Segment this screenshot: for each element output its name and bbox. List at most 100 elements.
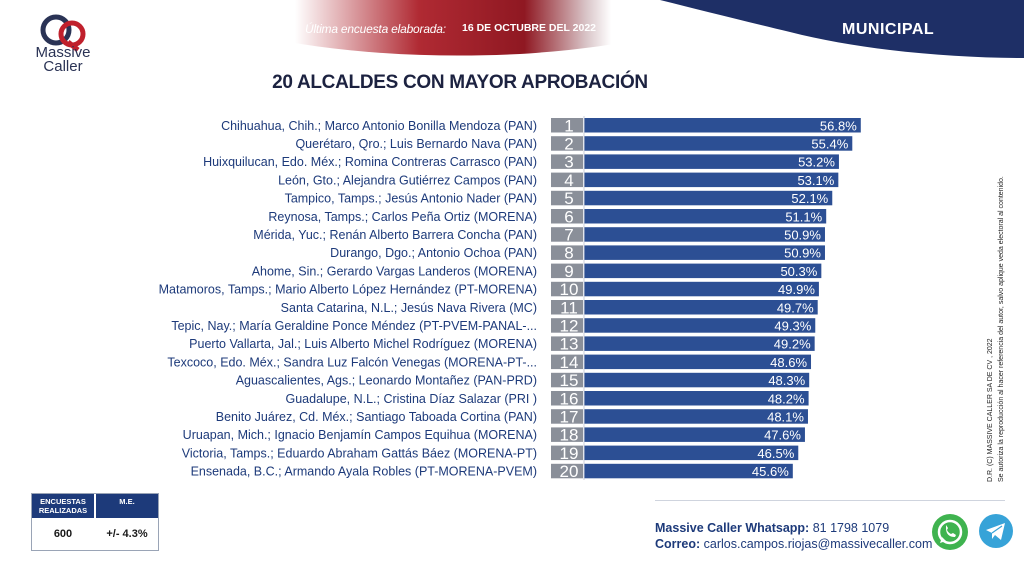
bar: [584, 263, 822, 279]
value-label: 53.1%: [797, 173, 834, 188]
bar: [584, 136, 853, 151]
footer-divider: [655, 500, 1005, 501]
rank-label: 7: [564, 225, 573, 244]
telegram-icon[interactable]: [977, 512, 1015, 550]
bar: [584, 391, 809, 406]
value-label: 48.3%: [768, 373, 805, 388]
value-label: 51.1%: [785, 209, 822, 224]
rank-box: [551, 190, 583, 206]
bar: [584, 154, 839, 169]
approval-bar-chart: Chihuahua, Chih.; Marco Antonio Bonilla …: [159, 116, 861, 481]
bar: [584, 336, 815, 351]
section-label: MUNICIPAL: [842, 21, 935, 38]
bar: [584, 372, 810, 388]
value-label: 53.2%: [798, 155, 835, 170]
rank-label: 13: [560, 335, 579, 354]
rank-box: [551, 463, 583, 479]
whatsapp-number[interactable]: 81 1798 1079: [812, 521, 890, 535]
rank-label: 14: [560, 353, 579, 372]
rank-label: 4: [564, 171, 573, 190]
bar: [584, 118, 861, 133]
value-label: 48.1%: [767, 409, 804, 424]
header-banner: [0, 0, 1024, 66]
category-label: Ensenada, B.C.; Armando Ayala Robles (PT…: [191, 465, 537, 479]
rank-label: 20: [560, 462, 579, 481]
rank-box: [551, 154, 583, 169]
rank-label: 16: [560, 389, 579, 408]
value-label: 47.6%: [764, 428, 801, 443]
email-label: Correo:: [655, 537, 701, 551]
rank-box: [551, 372, 583, 388]
rank-box: [551, 118, 583, 133]
rank-label: 8: [564, 244, 573, 263]
value-label: 48.6%: [770, 355, 807, 370]
rank-label: 10: [560, 280, 579, 299]
rank-box: [551, 245, 583, 260]
category-label: Querétaro, Qro.; Luis Bernardo Nava (PAN…: [295, 137, 537, 151]
category-label: Puerto Vallarta, Jal.; Luis Alberto Mich…: [189, 337, 537, 351]
bar: [584, 409, 808, 424]
value-label: 48.2%: [768, 391, 805, 406]
rank-box: [551, 172, 583, 188]
value-label: 49.3%: [774, 318, 811, 333]
surveys-header: ENCUESTAS REALIZADAS: [32, 494, 94, 518]
bar: [584, 445, 799, 461]
brand-name: Massive Caller: [28, 44, 98, 74]
value-label: 55.4%: [811, 136, 848, 151]
rank-label: 15: [560, 371, 579, 390]
rank-box: [551, 391, 583, 406]
bar: [584, 354, 812, 370]
contact-info: Massive Caller Whatsapp: 81 1798 1079 Co…: [655, 520, 932, 552]
copyright-note: D.R. (C) MASSIVE CALLER SA DE CV , 2022 …: [985, 112, 1009, 482]
category-label: Guadalupe, N.L.; Cristina Díaz Salazar (…: [286, 392, 538, 406]
survey-stats-table: ENCUESTAS REALIZADAS M.E. 600 +/- 4.3%: [31, 493, 159, 551]
value-label: 50.9%: [784, 246, 821, 261]
rank-box: [551, 427, 583, 442]
rank-label: 17: [560, 407, 579, 426]
category-label: Tepic, Nay.; María Geraldine Ponce Ménde…: [171, 319, 537, 333]
rank-box: [551, 227, 583, 242]
rank-label: 6: [564, 207, 573, 226]
bar: [584, 281, 819, 297]
category-label: Tampico, Tamps.; Jesús Antonio Nader (PA…: [285, 192, 537, 206]
bar: [584, 172, 839, 188]
value-label: 49.9%: [778, 282, 815, 297]
rank-box: [551, 354, 583, 370]
surveys-value: 600: [53, 528, 73, 540]
rank-box: [551, 209, 583, 224]
value-label: 50.3%: [780, 264, 817, 279]
bar: [584, 245, 825, 260]
value-label: 56.8%: [820, 118, 857, 133]
whatsapp-icon[interactable]: [930, 512, 970, 552]
bar: [584, 227, 825, 242]
rank-label: 12: [560, 316, 579, 335]
rank-label: 3: [564, 153, 573, 172]
whatsapp-label: Massive Caller Whatsapp:: [655, 521, 810, 535]
margin-error-value: +/- 4.3%: [106, 528, 148, 540]
bar: [584, 209, 827, 224]
email-link[interactable]: carlos.campos.riojas@massivecaller.com: [703, 537, 933, 551]
category-label: Chihuahua, Chih.; Marco Antonio Bonilla …: [221, 119, 537, 133]
rank-label: 19: [560, 444, 579, 463]
category-label: Texcoco, Edo. Méx.; Sandra Luz Falcón Ve…: [167, 355, 537, 369]
category-label: Victoria, Tamps.; Eduardo Abraham Gattás…: [182, 446, 537, 460]
rank-box: [551, 318, 583, 333]
rank-label: 18: [560, 426, 579, 445]
bar: [584, 463, 793, 479]
value-label: 46.5%: [757, 446, 794, 461]
category-label: Aguascalientes, Ags.; Leonardo Montañez …: [236, 374, 537, 388]
survey-label: Última encuesta elaborada:: [305, 22, 446, 36]
bar: [584, 318, 816, 333]
bar: [584, 300, 818, 315]
category-label: Durango, Dgo.; Antonio Ochoa (PAN): [330, 246, 537, 260]
category-label: Matamoros, Tamps.; Mario Alberto López H…: [159, 283, 537, 297]
value-label: 50.9%: [784, 227, 821, 242]
brand-line1: Massive: [35, 44, 91, 61]
rank-box: [551, 336, 583, 351]
rank-box: [551, 445, 583, 461]
copyright-line1: D.R. (C) MASSIVE CALLER SA DE CV , 2022: [987, 338, 994, 482]
rank-box: [551, 263, 583, 279]
chart-title: 20 ALCALDES CON MAYOR APROBACIÓN: [272, 72, 648, 93]
bar: [584, 190, 833, 206]
value-label: 49.2%: [774, 337, 811, 352]
